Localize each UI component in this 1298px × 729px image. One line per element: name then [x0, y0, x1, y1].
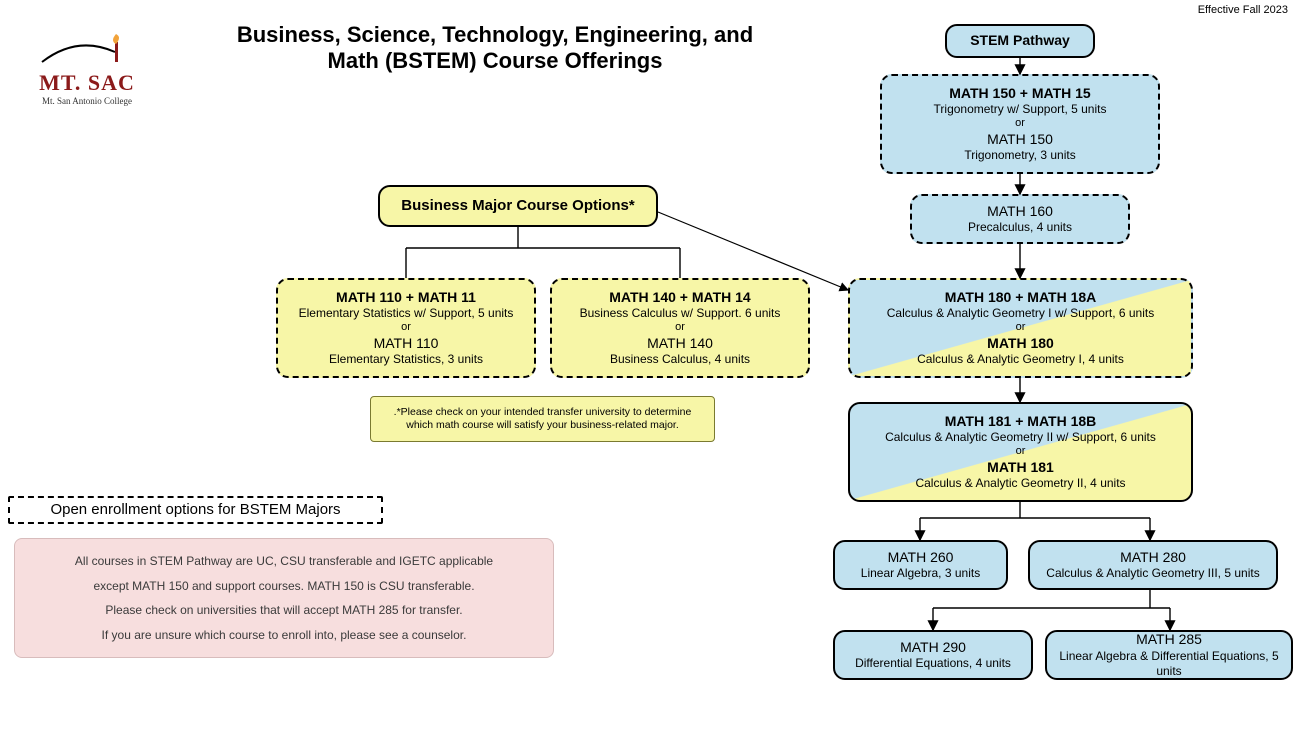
open-enrollment-label-text: Open enrollment options for BSTEM Majors	[50, 501, 340, 518]
m180-t2: MATH 180	[987, 335, 1054, 353]
m150-or: or	[1015, 117, 1025, 131]
m110-d2: Elementary Statistics, 3 units	[329, 352, 483, 367]
m110-d1: Elementary Statistics w/ Support, 5 unit…	[299, 306, 514, 321]
m140-d2: Business Calculus, 4 units	[610, 352, 750, 367]
m110: MATH 110 + MATH 11 Elementary Statistics…	[276, 278, 536, 378]
m280-t: MATH 280	[1120, 549, 1186, 567]
title-line1: Business, Science, Technology, Engineeri…	[190, 22, 800, 48]
m140: MATH 140 + MATH 14 Business Calculus w/ …	[550, 278, 810, 378]
m150-d1: Trigonometry w/ Support, 5 units	[934, 102, 1107, 117]
m290-t: MATH 290	[900, 639, 966, 657]
stem-header-label: STEM Pathway	[970, 32, 1070, 50]
info-p1: All courses in STEM Pathway are UC, CSU …	[29, 554, 539, 568]
m180-or: or	[1016, 321, 1026, 335]
effective-date: Effective Fall 2023	[1198, 4, 1288, 16]
stem-header: STEM Pathway	[945, 24, 1095, 58]
m160-t: MATH 160	[987, 203, 1053, 221]
m150-t1: MATH 150 + MATH 15	[949, 85, 1090, 103]
m290: MATH 290 Differential Equations, 4 units	[833, 630, 1033, 680]
m285-d: Linear Algebra & Differential Equations,…	[1057, 649, 1281, 679]
m140-d1: Business Calculus w/ Support. 6 units	[580, 306, 781, 321]
business-footnote: .*Please check on your intended transfer…	[370, 396, 715, 442]
info-box: All courses in STEM Pathway are UC, CSU …	[14, 538, 554, 658]
m181-t2: MATH 181	[987, 459, 1054, 477]
page-title: Business, Science, Technology, Engineeri…	[190, 22, 800, 74]
business-footnote-l1: .*Please check on your intended transfer…	[394, 406, 692, 419]
title-line2: Math (BSTEM) Course Offerings	[190, 48, 800, 74]
m180-t1: MATH 180 + MATH 18A	[945, 289, 1097, 307]
logo-text-sub: Mt. San Antonio College	[42, 96, 132, 106]
m181-or: or	[1016, 445, 1026, 459]
m140-or: or	[675, 321, 685, 335]
m260-t: MATH 260	[888, 549, 954, 567]
m180: MATH 180 + MATH 18A Calculus & Analytic …	[848, 278, 1193, 378]
m150: MATH 150 + MATH 15 Trigonometry w/ Suppo…	[880, 74, 1160, 174]
m285-t: MATH 285	[1136, 631, 1202, 649]
m180-d2: Calculus & Analytic Geometry I, 4 units	[917, 352, 1124, 367]
m181: MATH 181 + MATH 18B Calculus & Analytic …	[848, 402, 1193, 502]
info-p4: If you are unsure which course to enroll…	[29, 628, 539, 642]
m110-t1: MATH 110 + MATH 11	[336, 289, 476, 307]
m160-d: Precalculus, 4 units	[968, 220, 1072, 235]
m260-d: Linear Algebra, 3 units	[861, 566, 980, 581]
logo-graphic	[37, 30, 137, 70]
m181-t1: MATH 181 + MATH 18B	[945, 413, 1097, 431]
mtsac-logo: MT. SAC Mt. San Antonio College	[32, 30, 142, 106]
open-enrollment-label: Open enrollment options for BSTEM Majors	[8, 496, 383, 524]
info-p2: except MATH 150 and support courses. MAT…	[29, 579, 539, 593]
m181-d1: Calculus & Analytic Geometry II w/ Suppo…	[885, 430, 1156, 445]
logo-text-main: MT. SAC	[39, 70, 135, 96]
m110-or: or	[401, 321, 411, 335]
business-footnote-l2: which math course will satisfy your busi…	[406, 419, 679, 432]
m140-t1: MATH 140 + MATH 14	[609, 289, 750, 307]
m181-d2: Calculus & Analytic Geometry II, 4 units	[915, 476, 1125, 491]
m260: MATH 260 Linear Algebra, 3 units	[833, 540, 1008, 590]
business-header-label: Business Major Course Options*	[401, 197, 634, 216]
info-p3: Please check on universities that will a…	[29, 603, 539, 617]
m285: MATH 285 Linear Algebra & Differential E…	[1045, 630, 1293, 680]
m280: MATH 280 Calculus & Analytic Geometry II…	[1028, 540, 1278, 590]
m290-d: Differential Equations, 4 units	[855, 656, 1011, 671]
m150-d2: Trigonometry, 3 units	[964, 148, 1075, 163]
m110-t2: MATH 110	[374, 335, 439, 353]
m150-t2: MATH 150	[987, 131, 1053, 149]
m140-t2: MATH 140	[647, 335, 713, 353]
m280-d: Calculus & Analytic Geometry III, 5 unit…	[1046, 566, 1259, 581]
m160: MATH 160 Precalculus, 4 units	[910, 194, 1130, 244]
m180-d1: Calculus & Analytic Geometry I w/ Suppor…	[887, 306, 1154, 321]
business-header: Business Major Course Options*	[378, 185, 658, 227]
